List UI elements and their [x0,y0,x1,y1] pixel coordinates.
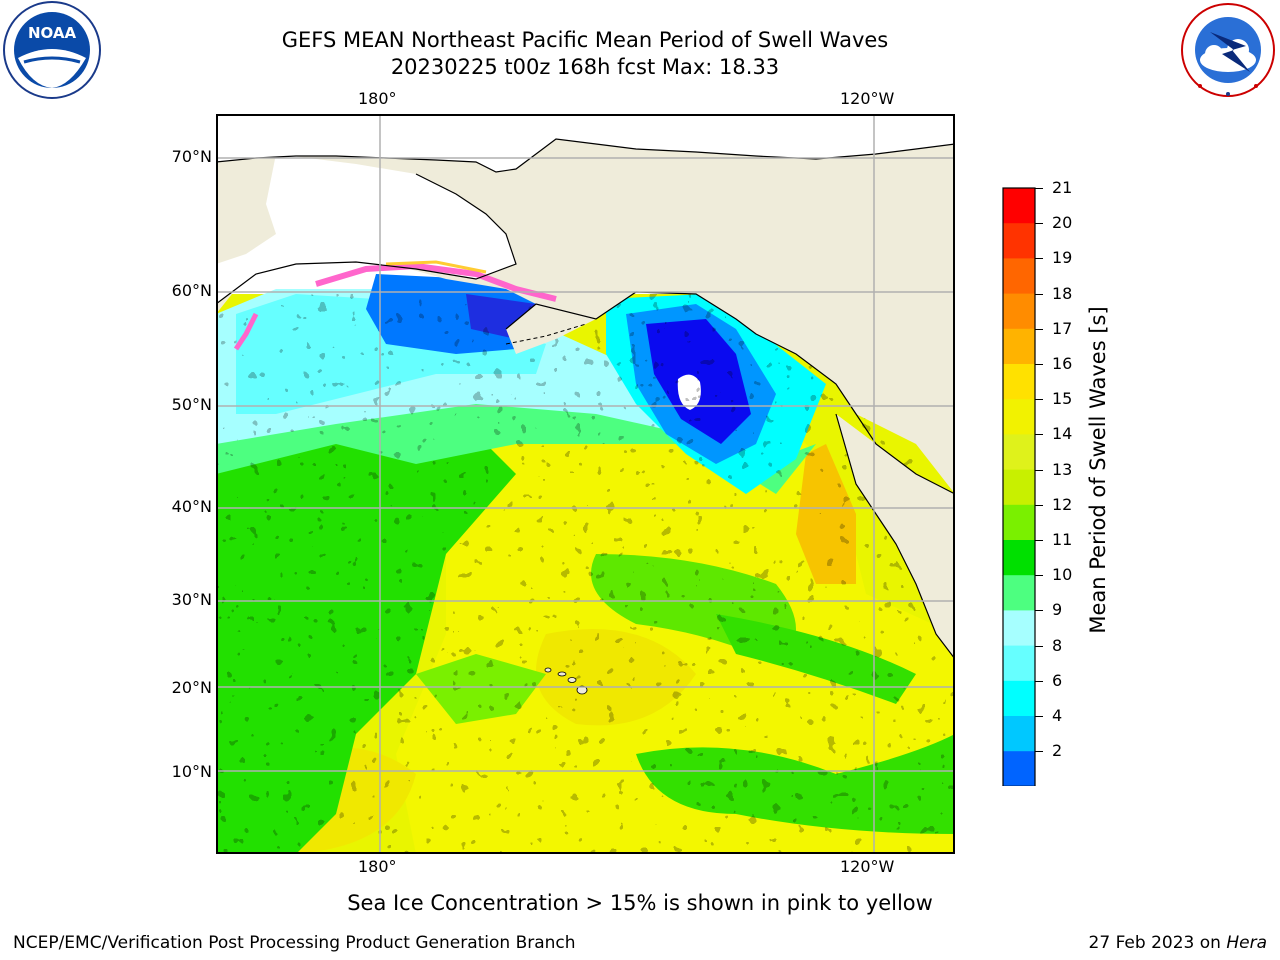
colorbar-tick-label: 19 [1052,248,1073,268]
colorbar-tick-mark [1035,258,1043,260]
lat-tick-10n: 10°N [171,762,212,781]
lat-tick-60n: 60°N [171,281,212,300]
national-weather-service-logo [1181,3,1275,97]
colorbar-tick-mark [1035,328,1043,330]
colorbar-label: Mean Period of Swell Waves [s] [1086,306,1110,634]
colorbar-bin [1003,434,1035,471]
footer-date-text: 27 Feb 2023 on [1088,933,1227,953]
lat-tick-30n: 30°N [171,590,212,609]
colorbar-tick-label: 10 [1052,565,1073,585]
colorbar-bin [1003,188,1035,224]
hawaii-islands [544,667,588,695]
lat-tick-70n: 70°N [171,147,212,166]
footer-machine-name: Hera [1226,933,1267,953]
colorbar-tick-mark [1035,680,1043,682]
colorbar-tick-mark [1035,540,1043,541]
lon-tick-top-120w: 120°W [840,89,895,108]
colorbar-tick-mark [1035,293,1043,295]
coastline-bering [216,173,517,305]
noaa-logo-text: NOAA [28,24,77,42]
map-border [216,114,955,854]
lon-tick-top-180: 180° [358,89,397,108]
sea-ice-note: Sea Ice Concentration > 15% is shown in … [347,891,933,915]
graticule [216,114,955,854]
map-panel [216,114,955,854]
colorbar-tick-mark [1035,504,1043,506]
colorbar-tick-label: 21 [1052,178,1073,197]
chart-subtitle: 20230225 t00z 168h fcst Max: 18.33 [390,55,780,79]
colorbar-bin [1003,328,1035,365]
colorbar-bin [1003,645,1035,682]
colorbar-tick-label: 14 [1052,424,1073,444]
footer-credit: NCEP/EMC/Verification Post Processing Pr… [13,933,576,953]
colorbar-tick-mark [1035,399,1043,401]
colorbar-bin [1003,540,1035,576]
colorbar-tick-label: 4 [1052,706,1063,725]
lon-tick-bottom-120w: 120°W [840,857,895,876]
sea-ice-west [233,312,259,351]
sea-ice-edge [315,262,557,302]
colorbar-tick-mark [1035,751,1043,753]
lat-tick-20n: 20°N [171,678,212,697]
colorbar-tick-label: 18 [1052,283,1073,303]
colorbar-bin [1003,399,1035,435]
land-north-america [836,414,955,659]
colorbar-tick-mark [1035,223,1043,225]
colorbar-tick-label: 8 [1052,635,1063,655]
colorbar-tick-label: 15 [1052,389,1073,409]
colorbar-tick-label: 17 [1052,318,1073,338]
colorbar-bin [1003,504,1035,541]
colorbar-tick-mark [1035,610,1043,612]
colorbar-bin [1003,680,1035,717]
colorbar-tick-label: 11 [1052,530,1073,549]
colorbar-outline [1002,187,1036,786]
colorbar-tick-mark [1035,364,1043,365]
sea-ice-edge-yellow [385,260,487,274]
colorbar-bin [1003,258,1035,295]
colorbar-tick-label: 12 [1052,494,1073,514]
colorbar-bin [1003,610,1035,647]
colorbar-tick-label: 13 [1052,459,1073,479]
colorbar-tick-mark [1035,188,1043,189]
lat-tick-50n: 50°N [171,395,212,414]
colorbar [1002,187,1036,786]
colorbar-tick-mark [1035,645,1043,647]
colorbar-tick-mark [1035,575,1043,577]
colorbar-bin [1003,223,1035,259]
colorbar-bin [1003,469,1035,506]
lat-tick-40n: 40°N [171,497,212,516]
field-texture [216,294,955,854]
colorbar-bin [1003,716,1035,752]
lon-tick-bottom-180: 180° [358,857,397,876]
colorbar-bin [1003,751,1035,786]
colorbar-bin [1003,575,1035,611]
colorbar-tick-label: 9 [1052,600,1063,620]
colorbar-tick-mark [1035,434,1043,436]
chart-title: GEFS MEAN Northeast Pacific Mean Period … [281,28,889,52]
colorbar-bin [1003,293,1035,330]
footer-date: 27 Feb 2023 on Hera [1089,933,1267,953]
colorbar-bin [1003,364,1035,400]
colorbar-tick-mark [1035,469,1043,471]
noaa-logo: NOAA [3,1,101,99]
colorbar-tick-label: 16 [1052,354,1073,373]
colorbar-tick-mark [1035,716,1043,717]
colorbar-tick-label: 20 [1052,213,1073,233]
coastline-us [835,413,955,660]
colorbar-tick-label: 2 [1052,741,1063,761]
colorbar-tick-label: 6 [1052,670,1063,690]
coastline-alaska [505,291,955,495]
